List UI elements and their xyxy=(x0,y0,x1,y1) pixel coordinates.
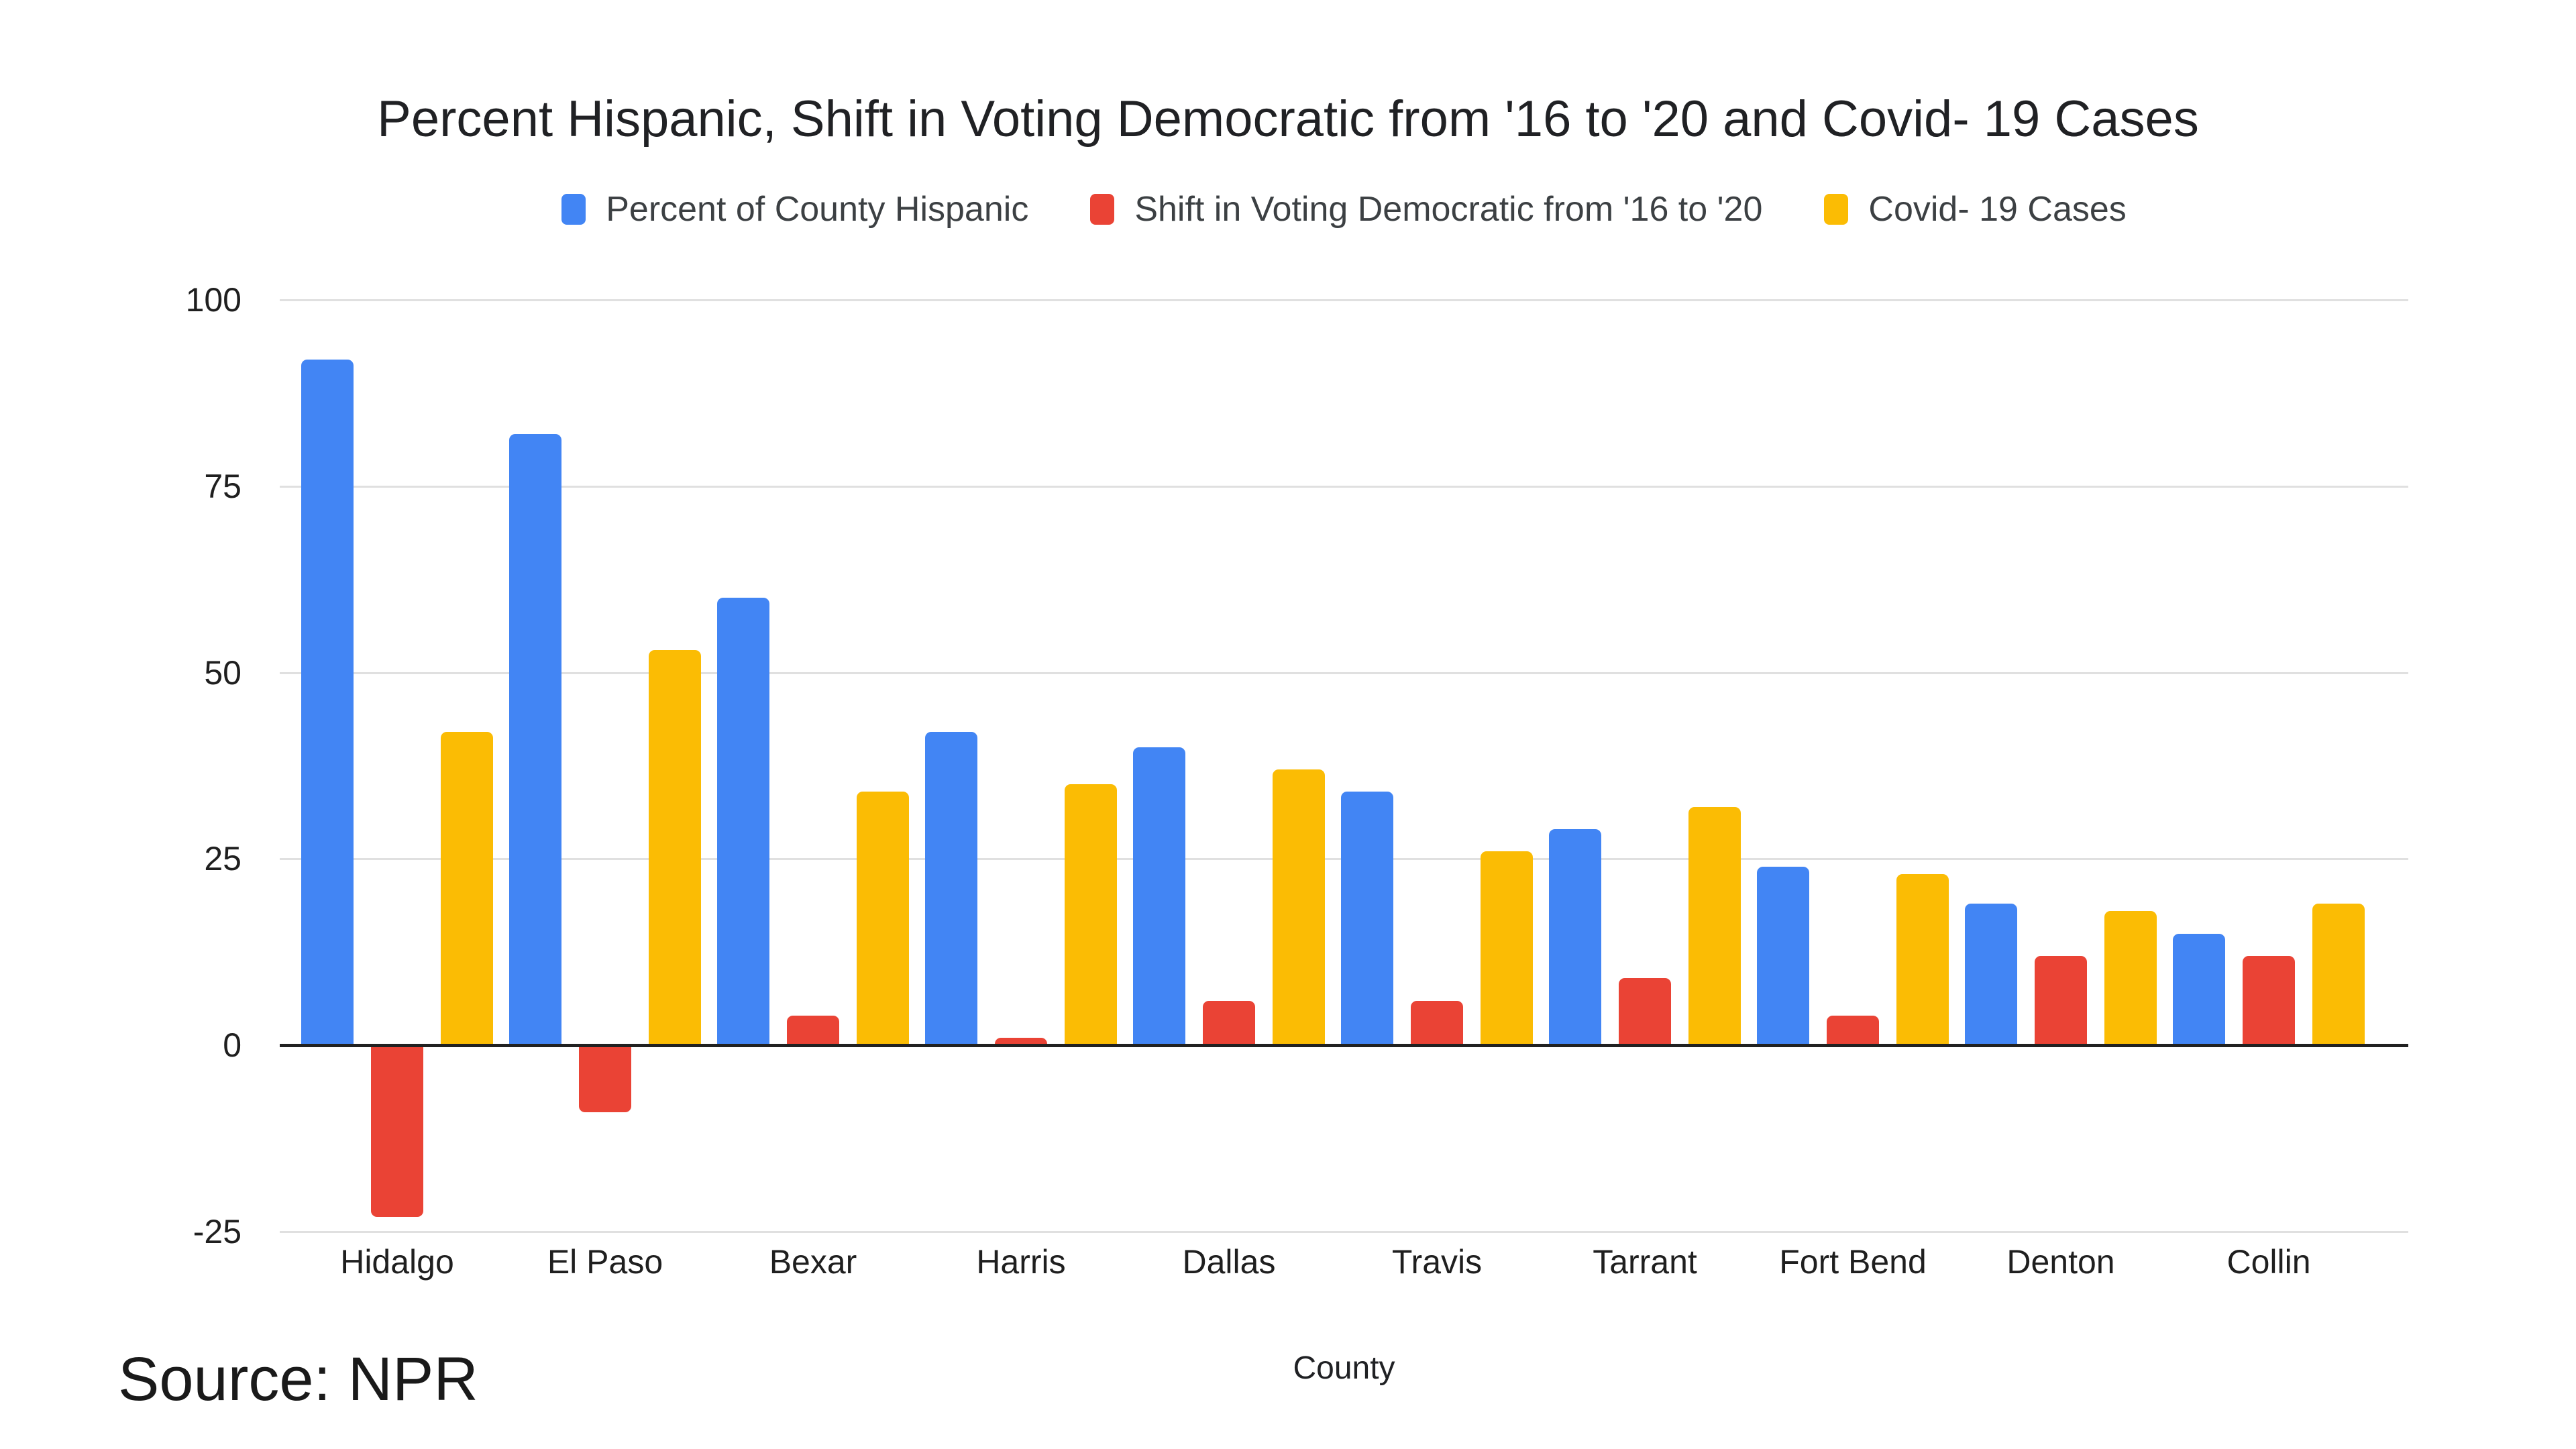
y-tick-label-50: 50 xyxy=(204,653,241,692)
x-axis-label-fort-bend: Fort Bend xyxy=(1779,1243,1927,1281)
x-axis-label-tarrant: Tarrant xyxy=(1593,1243,1697,1281)
bar-hispanic-tarrant xyxy=(1549,828,1601,1046)
bar-hispanic-fort-bend xyxy=(1757,866,1809,1046)
legend-item-covid-cases: Covid- 19 Cases xyxy=(1824,189,2127,229)
gridline-50 xyxy=(280,672,2408,674)
bar-shift-denton xyxy=(2035,955,2087,1046)
bar-hispanic-collin xyxy=(2173,933,2225,1046)
bar-hispanic-dallas xyxy=(1133,747,1185,1046)
legend-swatch-blue-icon xyxy=(561,194,586,225)
bar-shift-collin xyxy=(2243,955,2295,1046)
bar-covid-dallas xyxy=(1273,769,1325,1046)
gridline-100 xyxy=(280,299,2408,301)
x-axis-label-travis: Travis xyxy=(1391,1243,1483,1281)
plot-area xyxy=(280,299,2408,1233)
bar-covid-travis xyxy=(1481,851,1533,1046)
bar-hispanic-harris xyxy=(925,732,977,1046)
x-axis-label-collin: Collin xyxy=(2226,1243,2311,1281)
bar-shift-tarrant xyxy=(1619,978,1671,1046)
bar-hispanic-travis xyxy=(1341,792,1393,1046)
bar-covid-el-paso xyxy=(649,650,701,1046)
y-tick-label-25: 25 xyxy=(204,840,241,878)
bar-shift-travis xyxy=(1411,1000,1463,1046)
bar-covid-tarrant xyxy=(1688,806,1741,1046)
bar-covid-fort-bend xyxy=(1896,873,1949,1046)
gridline--25 xyxy=(280,1231,2408,1233)
bar-shift-fort-bend xyxy=(1827,1015,1879,1046)
gridline-75 xyxy=(280,485,2408,488)
bar-shift-el-paso xyxy=(579,1045,631,1113)
bar-hispanic-hidalgo xyxy=(301,359,354,1046)
legend-swatch-yellow-icon xyxy=(1824,194,1849,225)
bar-shift-bexar xyxy=(787,1015,839,1046)
bar-covid-denton xyxy=(2104,911,2157,1046)
x-axis-label-denton: Denton xyxy=(2006,1243,2115,1281)
x-axis-zero-line xyxy=(280,1044,2408,1048)
bar-covid-harris xyxy=(1065,784,1117,1046)
bar-covid-collin xyxy=(2312,904,2365,1046)
legend-item-shift-democratic: Shift in Voting Democratic from '16 to '… xyxy=(1090,189,1762,229)
bar-hispanic-bexar xyxy=(717,598,769,1046)
x-axis-label-hidalgo: Hidalgo xyxy=(340,1243,454,1281)
bar-shift-hidalgo xyxy=(371,1045,423,1217)
legend-item-percent-hispanic: Percent of County Hispanic xyxy=(561,189,1028,229)
y-tick-label-75: 75 xyxy=(204,467,241,505)
x-axis-label-dallas: Dallas xyxy=(1182,1243,1276,1281)
x-axis-label-harris: Harris xyxy=(976,1243,1066,1281)
x-axis-title: County xyxy=(1293,1350,1395,1386)
x-axis-label-el-paso: El Paso xyxy=(547,1243,663,1281)
bar-covid-hidalgo xyxy=(441,732,493,1046)
bar-hispanic-el-paso xyxy=(509,434,561,1046)
source-note: Source: NPR xyxy=(118,1345,478,1413)
legend-label-shift-democratic: Shift in Voting Democratic from '16 to '… xyxy=(1134,190,1763,229)
legend: Percent of County Hispanic Shift in Voti… xyxy=(280,189,2408,229)
y-tick-label--25: -25 xyxy=(193,1213,241,1250)
chart-title: Percent Hispanic, Shift in Voting Democr… xyxy=(377,91,2199,148)
legend-label-percent-hispanic: Percent of County Hispanic xyxy=(606,190,1029,229)
legend-swatch-red-icon xyxy=(1090,194,1115,225)
bar-shift-harris xyxy=(995,1038,1047,1046)
legend-label-covid-cases: Covid- 19 Cases xyxy=(1868,190,2127,229)
bar-covid-bexar xyxy=(857,792,909,1046)
x-axis-label-bexar: Bexar xyxy=(769,1243,857,1281)
bar-hispanic-denton xyxy=(1965,904,2017,1046)
y-tick-label-100: 100 xyxy=(185,281,241,319)
y-tick-label-0: 0 xyxy=(223,1026,241,1065)
bar-shift-dallas xyxy=(1203,1000,1255,1046)
